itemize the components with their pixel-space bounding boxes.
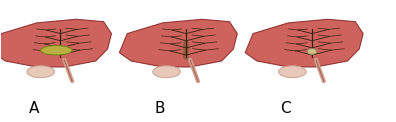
Text: C: C [281,101,291,116]
Ellipse shape [27,66,55,78]
Polygon shape [119,19,237,67]
Ellipse shape [279,66,306,78]
Ellipse shape [153,66,180,78]
Text: B: B [155,101,165,116]
Circle shape [41,46,72,55]
Text: A: A [29,101,39,116]
Ellipse shape [307,48,317,54]
Polygon shape [245,19,363,67]
Polygon shape [0,19,112,67]
